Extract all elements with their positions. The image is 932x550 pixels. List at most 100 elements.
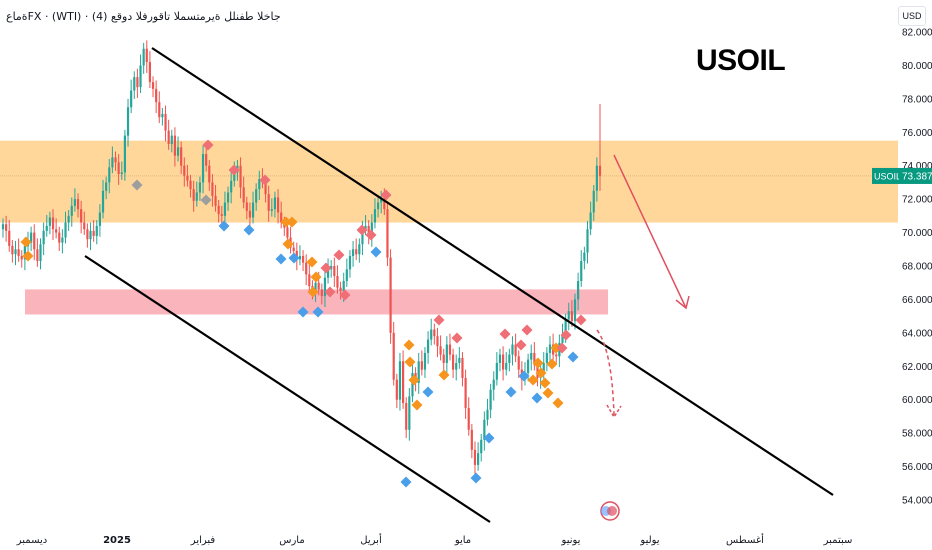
price-tick: 72.000 (902, 195, 932, 206)
candle-body (314, 282, 317, 292)
candle (392, 321, 395, 386)
candle (5, 215, 8, 242)
zone-resistance (0, 140, 898, 223)
candle (51, 209, 55, 241)
candle-body (126, 107, 130, 136)
signal-diamond (218, 220, 230, 232)
candle (251, 191, 255, 224)
candle-body (220, 214, 223, 216)
candle (98, 204, 101, 237)
candle (173, 127, 177, 167)
candle-body (130, 90, 133, 108)
signal-diamond (200, 194, 212, 206)
time-tick: يوليو (639, 535, 659, 546)
candle (276, 189, 280, 224)
candle (545, 347, 548, 372)
candle (514, 333, 517, 363)
signal-diamond (433, 314, 445, 326)
channel-lines (84, 47, 834, 523)
candle-body (367, 225, 370, 236)
candle-body (280, 212, 283, 223)
candle (298, 245, 302, 266)
signal-diamond (515, 339, 527, 351)
candle (320, 283, 323, 305)
candle-body (214, 195, 217, 206)
candle (164, 105, 167, 142)
candle-body (145, 48, 148, 63)
candle (95, 220, 98, 245)
candle (30, 226, 33, 251)
candle-body (255, 189, 258, 203)
candle (67, 210, 70, 231)
candle-body (583, 252, 586, 261)
candle (398, 352, 402, 411)
price-tick: 60.000 (902, 395, 932, 406)
candle-body (492, 379, 495, 390)
candle-body (455, 362, 458, 370)
candle-body (39, 244, 42, 261)
candle-body (483, 419, 486, 440)
candle (583, 246, 586, 270)
candle (33, 224, 36, 261)
candle (508, 348, 511, 372)
candle (230, 172, 233, 204)
candle-body (323, 277, 327, 297)
candle-body (105, 182, 108, 191)
time-tick: ديسمبر (16, 535, 47, 546)
candle-body (298, 255, 302, 260)
candle-body (70, 205, 73, 216)
candle (105, 176, 108, 200)
candle-body (564, 319, 567, 335)
candle-body (542, 362, 545, 373)
signal-diamond (567, 351, 579, 363)
candle-body (195, 192, 198, 201)
signal-diamond (422, 386, 434, 398)
signal-diamond (280, 216, 292, 228)
candle-body (448, 344, 452, 355)
candle (483, 411, 486, 451)
symbol-watermark: USOIL (696, 44, 786, 77)
candle (530, 344, 533, 371)
candle-body (527, 359, 530, 373)
signal-diamond (552, 397, 564, 409)
candle (577, 272, 580, 311)
candle-body (470, 429, 473, 450)
candle (55, 218, 58, 239)
candle-body (508, 354, 511, 363)
candle (201, 145, 205, 194)
candle-body (370, 222, 373, 236)
signal-diamond (483, 432, 495, 444)
candle-body (5, 224, 8, 231)
candle (151, 76, 155, 98)
signal-diamond (411, 399, 423, 411)
price-tick: 74.000 (902, 161, 932, 172)
candle (373, 198, 377, 229)
price-tick: 70.000 (902, 228, 932, 239)
candle (64, 211, 67, 244)
candle (473, 441, 477, 476)
price-tick: 62.000 (902, 362, 932, 373)
candle-body (592, 190, 595, 213)
candle-body (580, 260, 583, 282)
currency-button[interactable]: USD (898, 6, 926, 26)
candle-body (373, 209, 377, 223)
candle (273, 191, 277, 218)
candle-body (239, 165, 242, 188)
candle-body (339, 287, 342, 292)
candle (180, 141, 183, 175)
candle-body (570, 311, 573, 322)
candle-body (495, 362, 498, 380)
candle (242, 176, 245, 209)
candle (123, 129, 127, 181)
candle-body (186, 175, 189, 181)
candle (505, 352, 508, 376)
candle (255, 183, 258, 211)
candle (239, 157, 242, 199)
signal-diamond (505, 386, 517, 398)
candle-body (201, 154, 205, 183)
price-tick: 82.000 (902, 28, 932, 39)
candle-body (320, 289, 323, 297)
price-tick: 68.000 (902, 262, 932, 273)
signal-diamond (320, 262, 332, 274)
